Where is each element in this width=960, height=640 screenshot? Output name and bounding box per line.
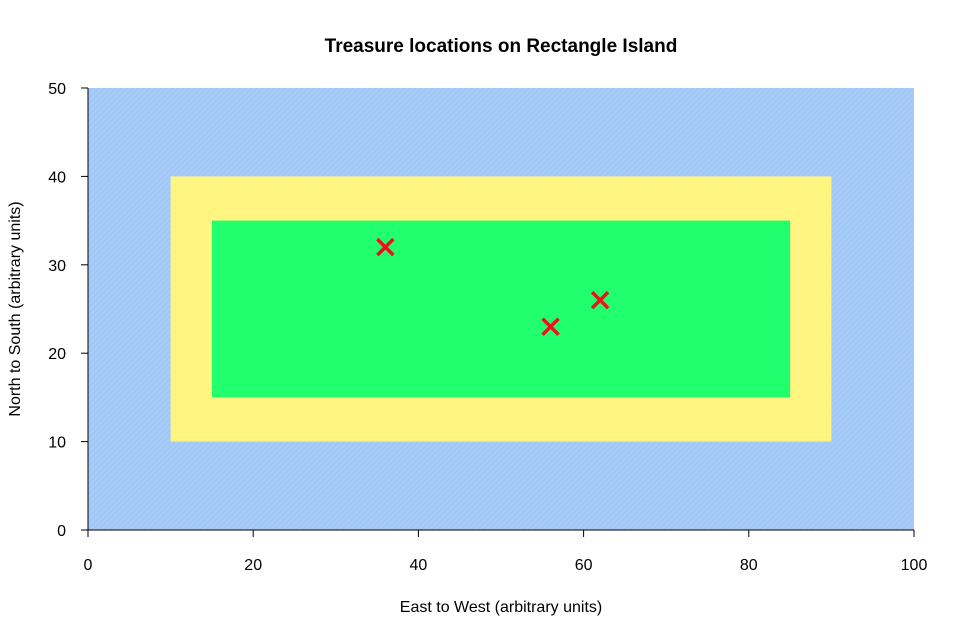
x-axis-label: East to West (arbitrary units) [400,599,602,616]
y-tick-label: 40 [48,169,66,186]
y-tick-label: 10 [48,435,66,452]
map-regions [88,88,914,530]
y-tick-label: 30 [48,258,66,275]
x-tick-label: 80 [740,557,758,574]
y-tick-label: 50 [48,81,66,98]
x-tick-label: 100 [901,557,928,574]
y-axis-ticks: 0 10 20 30 40 50 [48,81,88,540]
x-tick-label: 60 [575,557,593,574]
treasure-markers [376,237,610,336]
land-region [211,220,791,398]
x-tick-label: 0 [84,557,93,574]
chart-title: Treasure locations on Rectangle Island [325,36,678,57]
x-axis-ticks: 0 20 40 60 80 100 [84,530,928,574]
x-tick-label: 20 [244,557,262,574]
x-tick-label: 40 [410,557,428,574]
y-tick-label: 20 [48,346,66,363]
treasure-marker [541,317,560,336]
treasure-marker [590,290,610,310]
treasure-marker [376,237,395,257]
y-tick-label: 0 [57,523,66,540]
y-axis-label: North to South (arbitrary units) [7,201,24,416]
